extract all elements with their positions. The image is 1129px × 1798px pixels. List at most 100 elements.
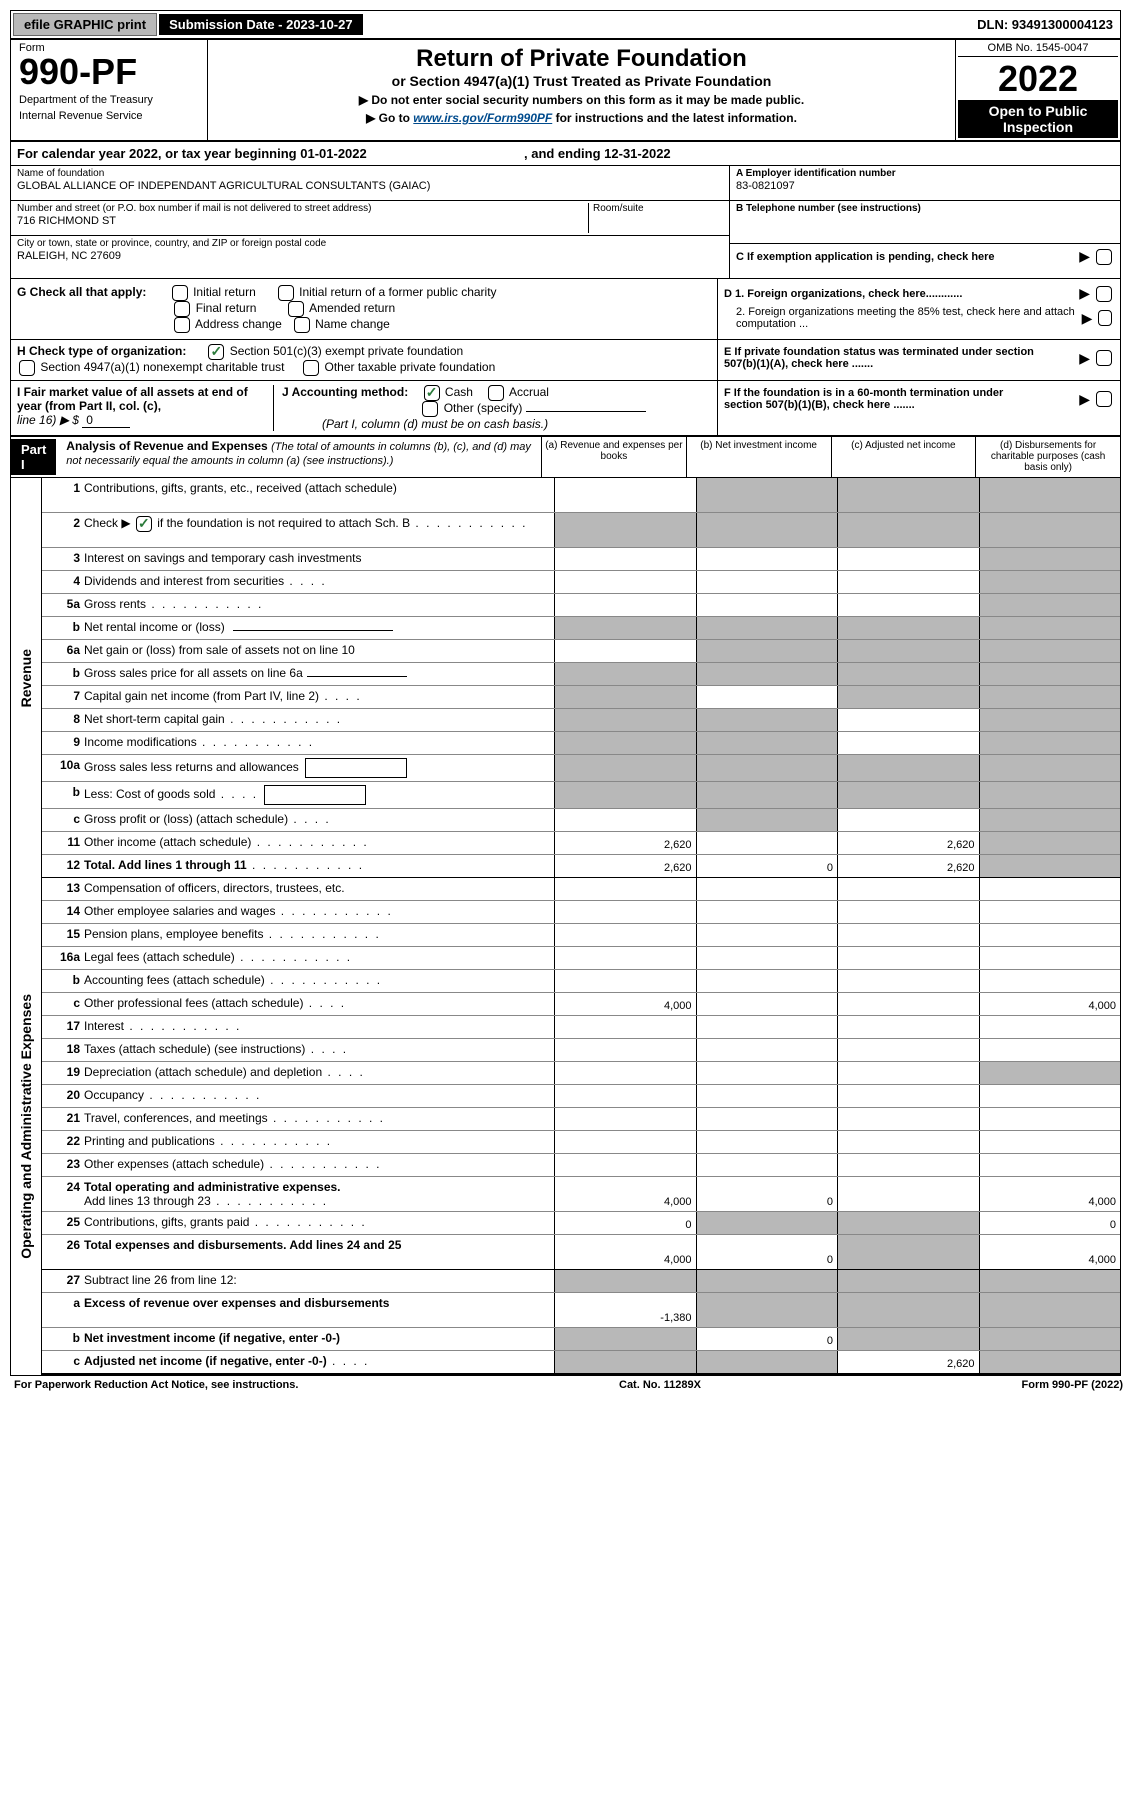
footer: For Paperwork Reduction Act Notice, see … [10,1376,1127,1394]
line-27c: cAdjusted net income (if negative, enter… [42,1351,1120,1375]
name-label: Name of foundation [17,168,723,179]
line-6b: bGross sales price for all assets on lin… [42,663,1120,686]
line-16c: cOther professional fees (attach schedul… [42,993,1120,1016]
addr-value: 716 RICHMOND ST [17,214,588,227]
l4-text: Dividends and interest from securities [84,571,554,593]
l26-a: 4,000 [554,1235,696,1269]
d1-checkbox[interactable] [1096,286,1112,302]
arrow-icon: ▶ [1075,391,1094,408]
j-other-checkbox[interactable] [422,401,438,417]
j-cash-checkbox[interactable] [424,385,440,401]
l9-text: Income modifications [84,732,554,754]
l11-text: Other income (attach schedule) [84,832,554,854]
e-checkbox[interactable] [1096,350,1112,366]
g-name-checkbox[interactable] [294,317,310,333]
line-23: 23Other expenses (attach schedule) [42,1154,1120,1177]
form-number: 990-PF [19,54,199,90]
g-opt3: Final return [196,301,257,315]
g-label: G Check all that apply: [17,285,146,299]
g-opt2: Initial return of a former public charit… [299,285,496,299]
col-b-header: (b) Net investment income [686,437,831,477]
arrow-icon: ▶ [1075,248,1094,265]
footer-mid: Cat. No. 11289X [619,1379,701,1391]
l12-b: 0 [696,855,838,877]
l16b-text: Accounting fees (attach schedule) [84,970,554,992]
expenses-side-label: Operating and Administrative Expenses [11,878,42,1375]
phone-cell: B Telephone number (see instructions) [730,201,1120,244]
d2-checkbox[interactable] [1098,310,1112,326]
line-27a: aExcess of revenue over expenses and dis… [42,1293,1120,1328]
l13-text: Compensation of officers, directors, tru… [84,878,554,900]
ein-value: 83-0821097 [736,179,1114,192]
e-section: E If private foundation status was termi… [717,340,1120,380]
l26-text: Total expenses and disbursements. Add li… [84,1235,554,1269]
revenue-section: Revenue 1Contributions, gifts, grants, e… [11,478,1120,878]
line-16b: bAccounting fees (attach schedule) [42,970,1120,993]
f-checkbox[interactable] [1096,391,1112,407]
entity-right: A Employer identification number 83-0821… [729,166,1120,278]
line-10b: bLess: Cost of goods sold [42,782,1120,809]
h-4947-checkbox[interactable] [19,360,35,376]
l12-a: 2,620 [554,855,696,877]
l27a-text: Excess of revenue over expenses and disb… [84,1293,554,1327]
l24-d: 4,000 [979,1177,1121,1211]
l18-text: Taxes (attach schedule) (see instruction… [84,1039,554,1061]
line-8: 8Net short-term capital gain [42,709,1120,732]
calendar-year-row: For calendar year 2022, or tax year begi… [11,142,1120,166]
l27a-a: -1,380 [554,1293,696,1327]
l10a-text: Gross sales less returns and allowances [84,755,554,781]
c-label: C If exemption application is pending, c… [736,251,995,263]
efile-button[interactable]: efile GRAPHIC print [13,13,157,36]
phone-label: B Telephone number (see instructions) [736,203,1114,214]
e-label: E If private foundation status was termi… [724,346,1034,370]
j-accrual-checkbox[interactable] [488,385,504,401]
j-label: J Accounting method: [282,385,408,399]
foundation-name: GLOBAL ALLIANCE OF INDEPENDANT AGRICULTU… [17,179,723,192]
col-c-header: (c) Adjusted net income [831,437,976,477]
l25-a: 0 [554,1212,696,1234]
part1-header-row: Part I Analysis of Revenue and Expenses … [11,437,1120,478]
l27b-text: Net investment income (if negative, ente… [84,1328,554,1350]
line-21: 21Travel, conferences, and meetings [42,1108,1120,1131]
irs-link[interactable]: www.irs.gov/Form990PF [413,111,552,125]
h-other-checkbox[interactable] [303,360,319,376]
g-initial-former-checkbox[interactable] [278,285,294,301]
main-title: Return of Private Foundation [213,45,950,73]
l27c-text: Adjusted net income (if negative, enter … [84,1351,554,1373]
l6a-text: Net gain or (loss) from sale of assets n… [84,640,554,662]
cal-end: 12-31-2022 [604,146,671,161]
line-15: 15Pension plans, employee benefits [42,924,1120,947]
city-label: City or town, state or province, country… [17,238,723,249]
g-address-checkbox[interactable] [174,317,190,333]
c-checkbox[interactable] [1096,249,1112,265]
l6b-text: Gross sales price for all assets on line… [84,663,554,685]
form-number-box: Form 990-PF Department of the Treasury I… [11,40,208,140]
line-3: 3Interest on savings and temporary cash … [42,548,1120,571]
g-final-checkbox[interactable] [174,301,190,317]
l2-checkbox[interactable] [136,516,152,532]
line-16a: 16aLegal fees (attach schedule) [42,947,1120,970]
l7-text: Capital gain net income (from Part IV, l… [84,686,554,708]
line-26: 26Total expenses and disbursements. Add … [42,1235,1120,1270]
h-e-section: H Check type of organization: Section 50… [11,340,1120,381]
l14-text: Other employee salaries and wages [84,901,554,923]
l16c-text: Other professional fees (attach schedule… [84,993,554,1015]
l21-text: Travel, conferences, and meetings [84,1108,554,1130]
form-990pf: efile GRAPHIC print Submission Date - 20… [10,10,1121,1376]
j-cash: Cash [445,385,473,399]
l23-text: Other expenses (attach schedule) [84,1154,554,1176]
l25-text: Contributions, gifts, grants paid [84,1212,554,1234]
g-initial-checkbox[interactable] [172,285,188,301]
instr-1: ▶ Do not enter social security numbers o… [213,93,950,107]
g-amended-checkbox[interactable] [288,301,304,317]
line-10a: 10aGross sales less returns and allowanc… [42,755,1120,782]
l10c-text: Gross profit or (loss) (attach schedule) [84,809,554,831]
part1-label: Part I [11,439,56,475]
line-19: 19Depreciation (attach schedule) and dep… [42,1062,1120,1085]
l10b-text: Less: Cost of goods sold [84,782,554,808]
h-501c3-checkbox[interactable] [208,344,224,360]
room-label: Room/suite [593,203,723,214]
g-opt1: Initial return [193,285,256,299]
l17-text: Interest [84,1016,554,1038]
line-27: 27Subtract line 26 from line 12: [42,1270,1120,1293]
